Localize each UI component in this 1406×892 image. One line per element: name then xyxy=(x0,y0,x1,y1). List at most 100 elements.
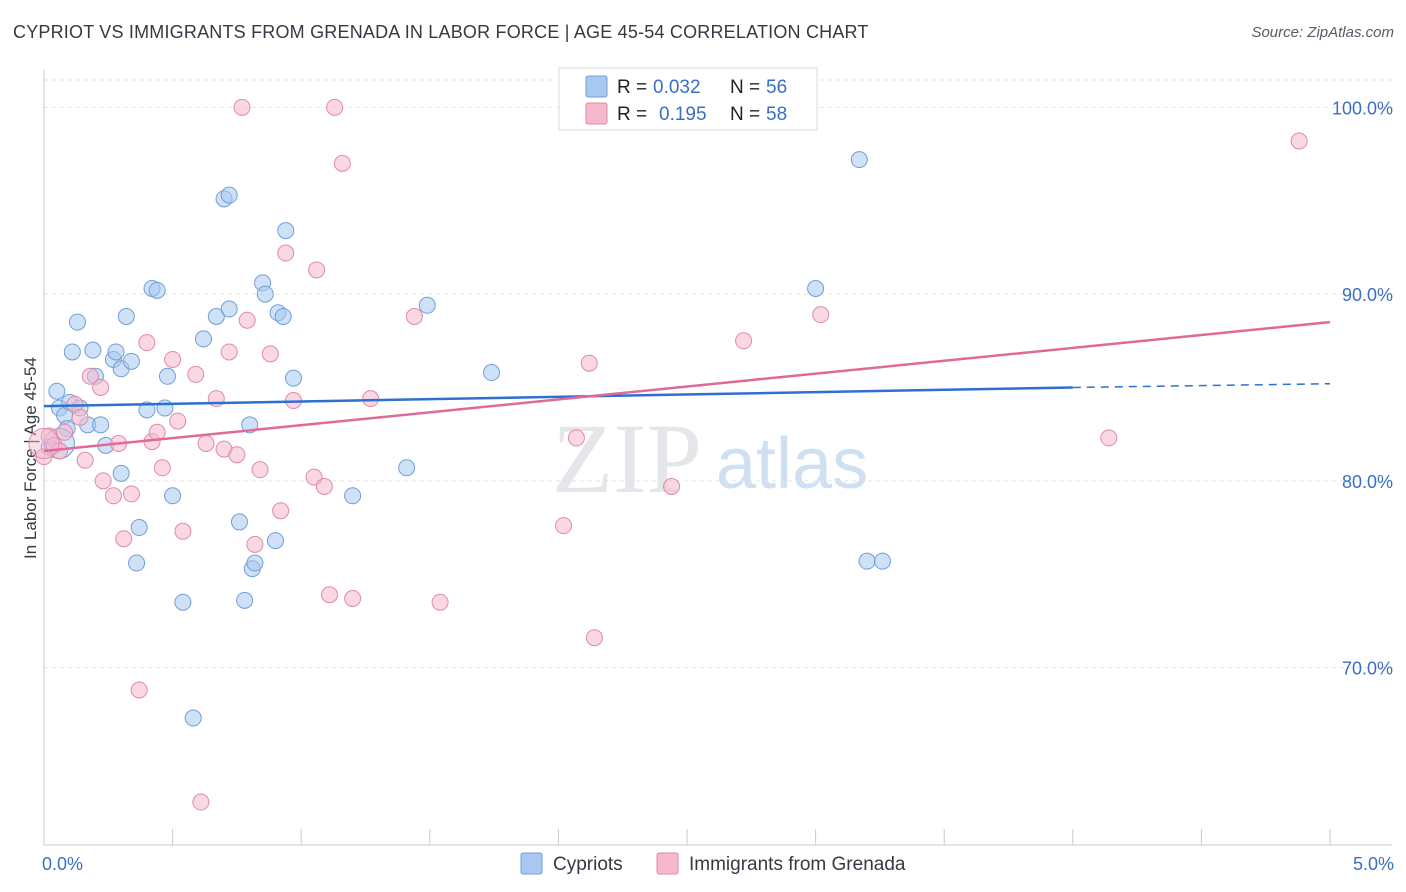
grenada-point xyxy=(308,261,326,279)
grenada-point xyxy=(197,434,215,452)
x-tick-label-max: 5.0% xyxy=(1353,854,1394,874)
cypriots-point xyxy=(398,459,416,477)
y-tick-labels: 70.0% 80.0% 90.0% 100.0% xyxy=(1332,98,1393,678)
grenada-point xyxy=(187,365,205,383)
grenada-point xyxy=(344,589,362,607)
source-credit: Source: ZipAtlas.com xyxy=(1251,24,1394,41)
watermark-zip: ZIP xyxy=(552,403,702,514)
grenada-point xyxy=(580,354,598,372)
cypriots-point xyxy=(266,532,284,550)
grenada-point xyxy=(28,427,60,459)
gridlines xyxy=(44,79,1392,669)
grenada-point xyxy=(405,308,423,326)
grenada-point xyxy=(585,629,603,647)
grenada-point xyxy=(220,343,238,361)
cypriots-point xyxy=(184,709,202,727)
cypriots-point xyxy=(84,341,102,359)
series-legend-label-cypriots: Cypriots xyxy=(553,854,623,875)
y-tick-label: 70.0% xyxy=(1342,659,1393,679)
series-legend: Cypriots Immigrants from Grenada xyxy=(520,852,906,875)
legend-swatch-grenada xyxy=(585,102,608,125)
grenada-point xyxy=(130,681,148,699)
cypriots-point xyxy=(107,343,125,361)
x-tick-label-min: 0.0% xyxy=(42,854,83,874)
grenada-point xyxy=(735,332,753,350)
grenada-point xyxy=(94,472,112,490)
grenada-point xyxy=(71,408,89,426)
grenada-point xyxy=(1100,429,1118,447)
cypriots-point xyxy=(148,281,166,299)
cypriots-point xyxy=(274,308,292,326)
legend-r-label-1: R = xyxy=(617,77,647,98)
grenada-point xyxy=(164,350,182,368)
cypriots-point xyxy=(174,593,192,611)
cypriots-trend-extension xyxy=(1072,382,1331,389)
cypriots-point xyxy=(122,352,140,370)
cypriots-point xyxy=(130,519,148,537)
cypriots-point xyxy=(156,399,174,417)
cypriots-point xyxy=(873,552,891,570)
grenada-point xyxy=(174,522,192,540)
legend-n-label-2: N = xyxy=(730,104,760,125)
series-legend-swatch-grenada xyxy=(656,852,679,875)
cypriots-point xyxy=(236,591,254,609)
cypriots-point xyxy=(48,382,66,400)
grenada-point xyxy=(228,446,246,464)
cypriots-point xyxy=(128,554,146,572)
cypriots-point xyxy=(483,364,501,382)
grenada-point xyxy=(238,311,256,329)
series-legend-label-grenada: Immigrants from Grenada xyxy=(689,854,906,875)
grenada-point xyxy=(326,98,344,116)
cypriots-point xyxy=(418,296,436,314)
series-legend-swatch-cypriots xyxy=(520,852,543,875)
y-tick-label: 80.0% xyxy=(1342,472,1393,492)
cypriots-point xyxy=(92,416,110,434)
grenada-point xyxy=(362,390,380,408)
trend-lines xyxy=(43,320,1331,453)
grenada-point xyxy=(320,586,338,604)
data-points xyxy=(28,98,1308,811)
cypriots-point xyxy=(117,308,135,326)
grenada-point xyxy=(812,306,830,324)
grenada-point xyxy=(115,530,133,548)
y-tick-label: 90.0% xyxy=(1342,285,1393,305)
watermark-atlas: atlas xyxy=(716,424,868,504)
stats-legend: R = 0.032 N = 56 R = 0.195 N = 58 xyxy=(558,67,818,131)
grenada-point xyxy=(261,345,279,363)
cypriots-point xyxy=(158,367,176,385)
cypriots-point xyxy=(220,186,238,204)
grenada-point xyxy=(567,429,585,447)
grenada-point xyxy=(333,154,351,172)
cypriots-point xyxy=(207,308,225,326)
grenada-point xyxy=(251,461,269,479)
grenada-point xyxy=(81,367,99,385)
grenada-point xyxy=(663,477,681,495)
y-axis-label: In Labor Force | Age 45-54 xyxy=(21,357,40,559)
cypriots-point xyxy=(344,487,362,505)
cypriots-point xyxy=(230,513,248,531)
grenada-point xyxy=(272,502,290,520)
grenada-point xyxy=(555,517,573,535)
grenada-point xyxy=(138,334,156,352)
cypriots-point xyxy=(194,330,212,348)
grenada-trend-line xyxy=(43,320,1331,453)
cypriots-trend-line xyxy=(43,386,1073,408)
grenada-point xyxy=(169,412,187,430)
grenada-point xyxy=(1290,132,1308,150)
legend-n-value-2: 58 xyxy=(766,104,787,125)
cypriots-point xyxy=(112,464,130,482)
grenada-point xyxy=(76,451,94,469)
grenada-point xyxy=(246,535,264,553)
grenada-point xyxy=(431,593,449,611)
cypriots-point xyxy=(63,343,81,361)
legend-n-label-1: N = xyxy=(730,77,760,98)
x-tick-labels: 0.0% 5.0% xyxy=(42,854,1394,874)
legend-swatch-cypriots xyxy=(585,75,608,98)
grenada-point xyxy=(104,487,122,505)
grenada-point xyxy=(92,378,110,396)
cypriots-point xyxy=(68,313,86,331)
grenada-point xyxy=(315,477,333,495)
cypriots-point xyxy=(858,552,876,570)
legend-r-value-2: 0.195 xyxy=(659,104,707,125)
